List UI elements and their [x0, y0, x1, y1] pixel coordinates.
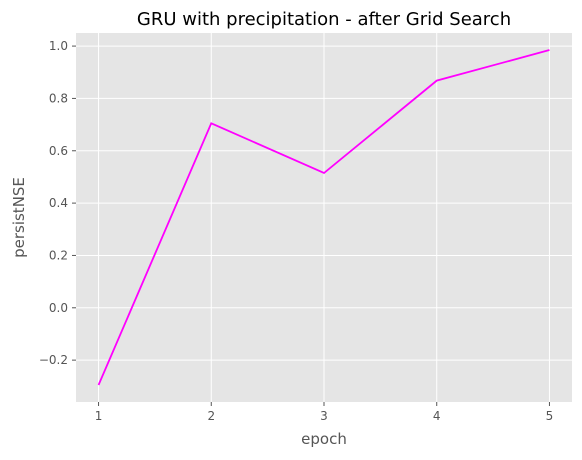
- y-tick-label: 0.2: [49, 248, 68, 262]
- x-tick-label: 1: [95, 409, 103, 423]
- y-axis-label: persistNSE: [10, 177, 28, 258]
- series-group: [97, 49, 550, 386]
- y-tick-label: 0.0: [49, 301, 68, 315]
- x-tick-label: 3: [320, 409, 328, 423]
- chart-title: GRU with precipitation - after Grid Sear…: [137, 9, 511, 30]
- grid: [76, 33, 572, 402]
- x-axis-label: epoch: [301, 430, 347, 448]
- ticks-group: 1 2 3 4 5 −0.2 0.0 0.2 0.4 0.6 0.8 1.0: [39, 39, 553, 423]
- x-tick-label: 4: [433, 409, 441, 423]
- x-tick-label: 2: [207, 409, 215, 423]
- y-tick-label: 0.6: [49, 144, 68, 158]
- series-line: [97, 49, 550, 386]
- x-tick-label: 5: [546, 409, 554, 423]
- y-tick-label: 0.8: [49, 91, 68, 105]
- y-tick-label: −0.2: [39, 353, 68, 367]
- y-tick-label: 0.4: [49, 196, 68, 210]
- y-tick-label: 1.0: [49, 39, 68, 53]
